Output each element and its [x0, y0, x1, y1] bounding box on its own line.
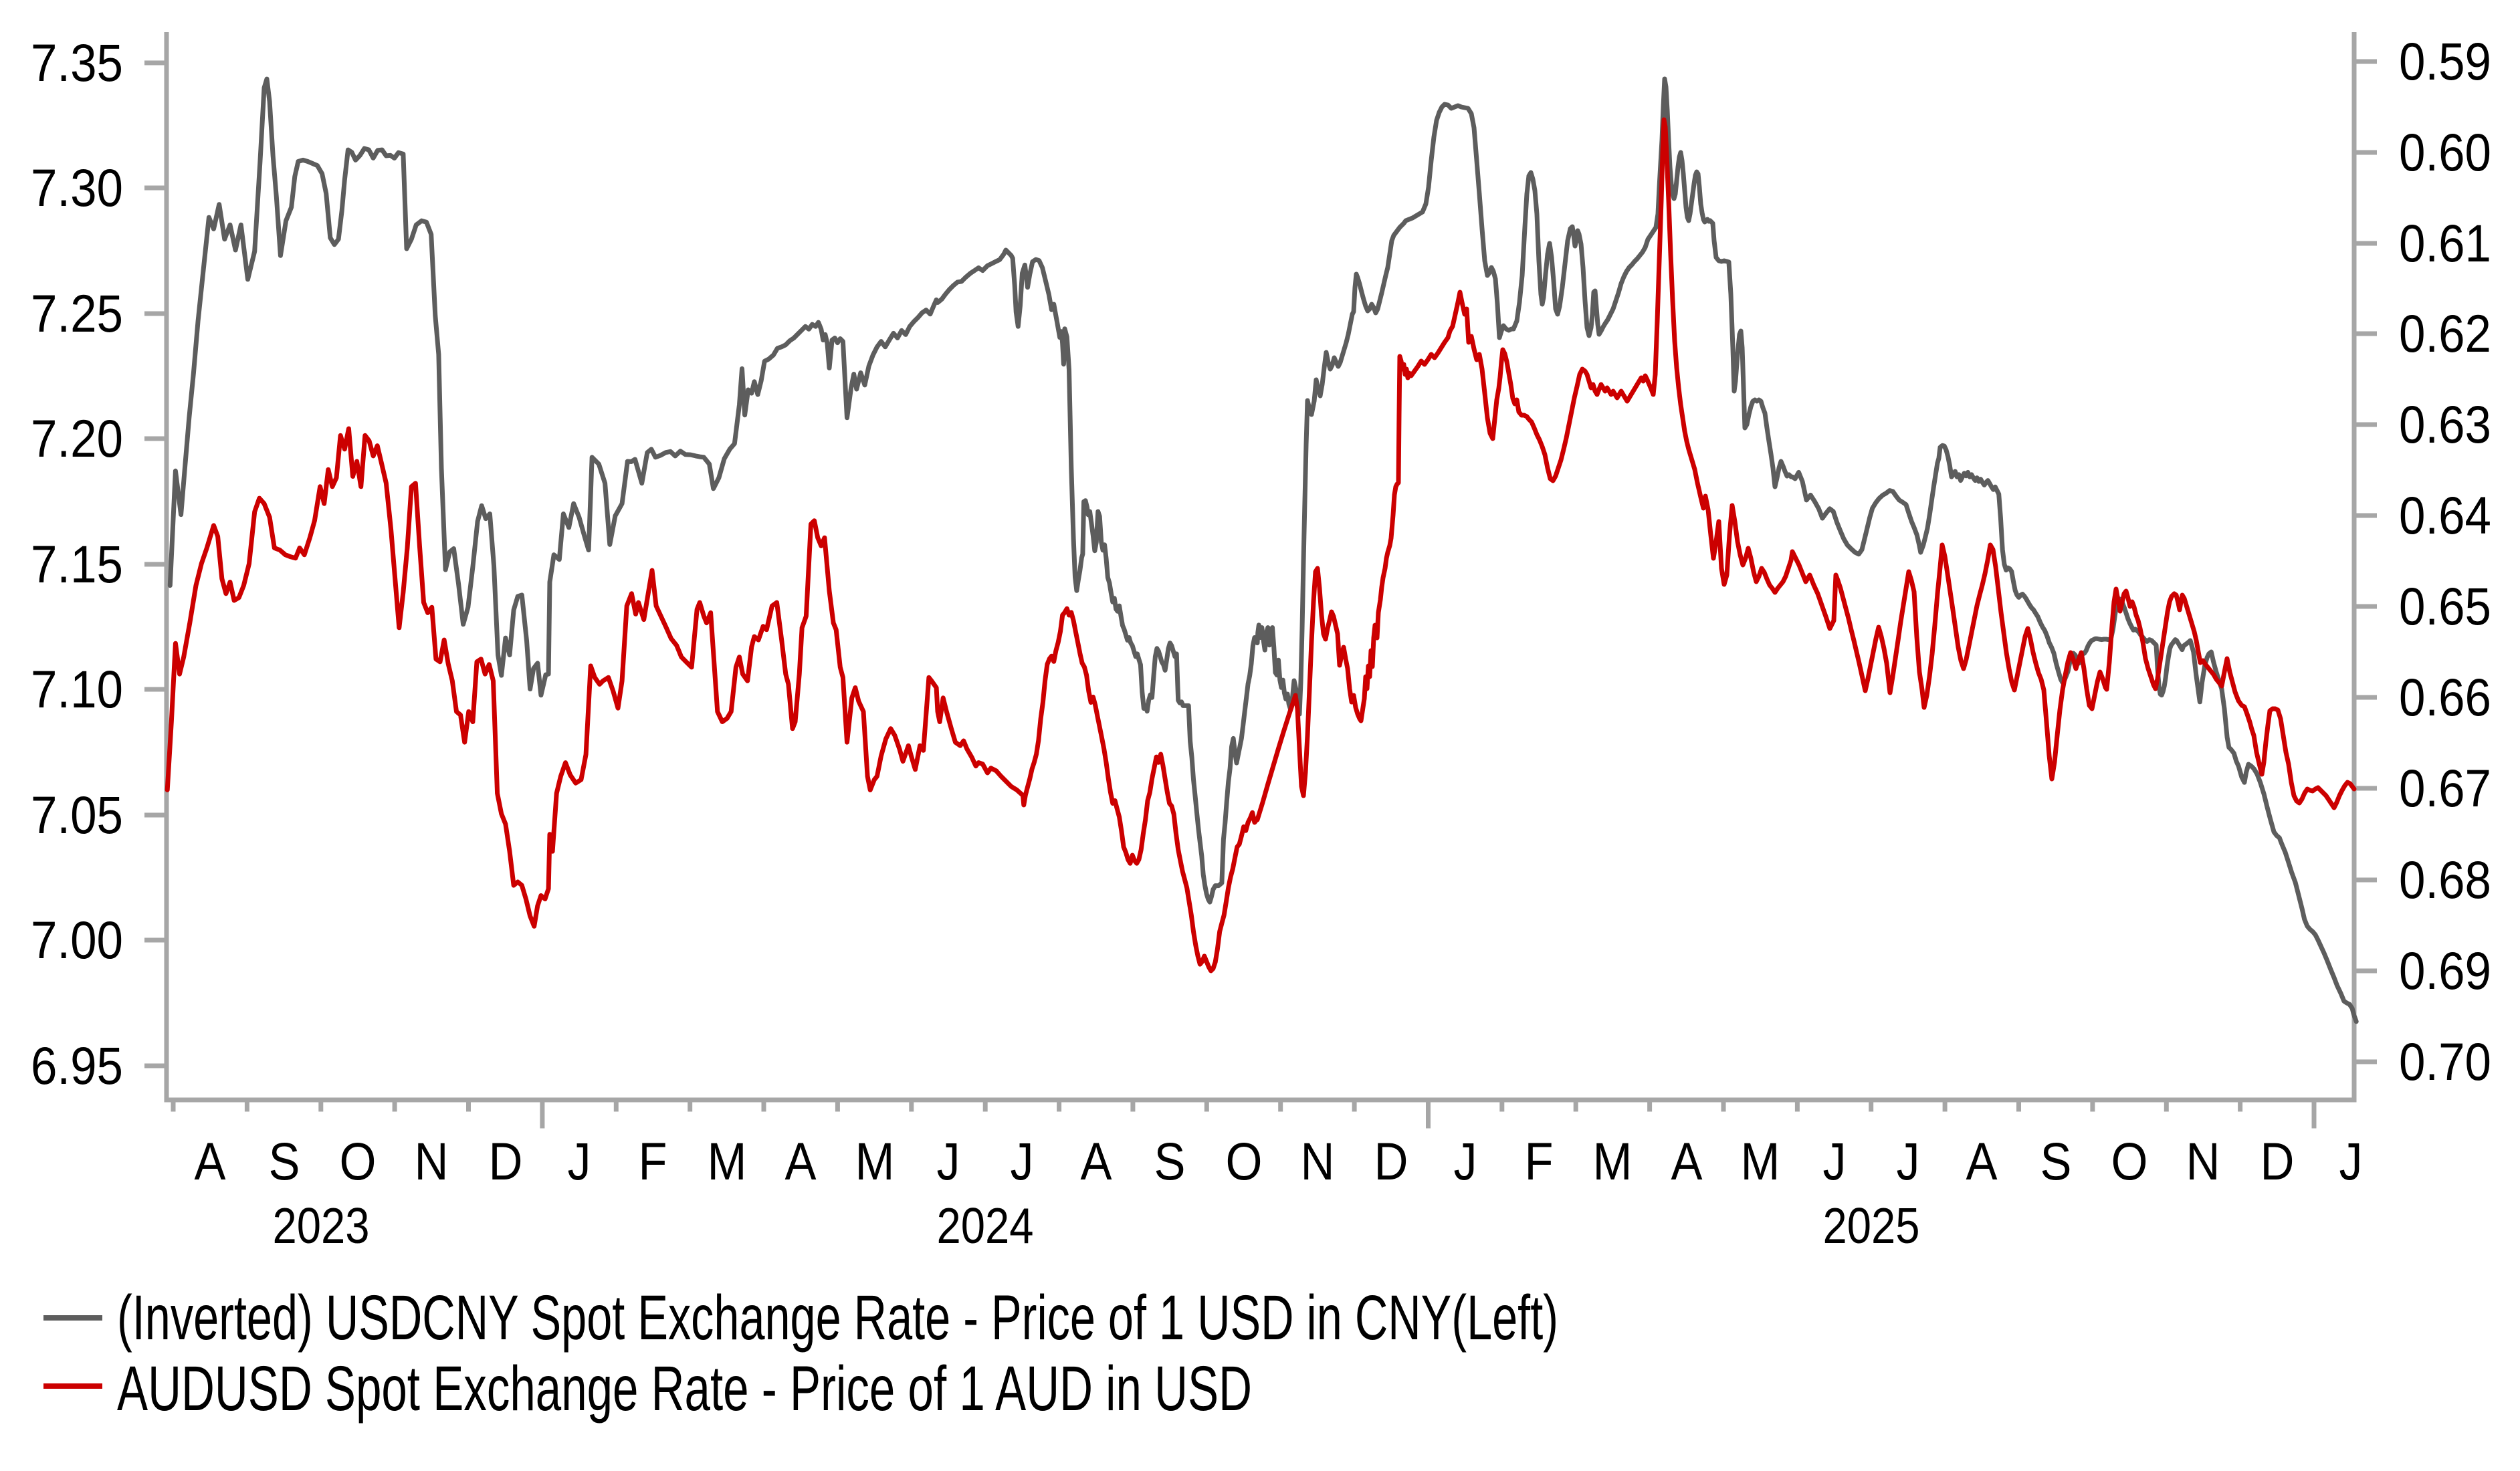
svg-text:7.20: 7.20 [31, 409, 123, 468]
svg-text:2023: 2023 [273, 1198, 370, 1254]
svg-text:O: O [2111, 1132, 2148, 1191]
svg-text:J: J [2339, 1132, 2363, 1191]
svg-text:0.65: 0.65 [2399, 577, 2491, 636]
svg-text:0.59: 0.59 [2399, 32, 2491, 91]
svg-text:0.66: 0.66 [2399, 668, 2491, 727]
svg-text:J: J [568, 1132, 591, 1191]
svg-text:7.10: 7.10 [31, 660, 123, 719]
svg-text:0.60: 0.60 [2399, 123, 2491, 182]
svg-text:0.67: 0.67 [2399, 759, 2491, 818]
svg-text:6.95: 6.95 [31, 1036, 123, 1095]
svg-text:M: M [1741, 1132, 1780, 1191]
svg-text:A: A [1966, 1132, 1998, 1191]
svg-text:A: A [195, 1132, 227, 1191]
svg-text:0.64: 0.64 [2399, 486, 2491, 545]
svg-text:7.35: 7.35 [31, 33, 123, 92]
svg-text:7.25: 7.25 [31, 284, 123, 343]
svg-text:D: D [1374, 1132, 1408, 1191]
svg-text:S: S [1154, 1132, 1186, 1191]
svg-text:7.05: 7.05 [31, 786, 123, 844]
svg-text:A: A [1081, 1132, 1113, 1191]
svg-text:7.00: 7.00 [31, 911, 123, 970]
svg-text:0.63: 0.63 [2399, 395, 2491, 454]
svg-text:M: M [855, 1132, 895, 1191]
svg-text:J: J [1011, 1132, 1034, 1191]
svg-text:F: F [639, 1132, 667, 1191]
svg-text:2024: 2024 [937, 1198, 1034, 1254]
svg-text:O: O [1226, 1132, 1263, 1191]
svg-text:D: D [489, 1132, 523, 1191]
svg-text:7.15: 7.15 [31, 535, 123, 594]
svg-text:D: D [2261, 1132, 2295, 1191]
svg-text:J: J [1454, 1132, 1477, 1191]
svg-text:M: M [708, 1132, 747, 1191]
svg-text:0.69: 0.69 [2399, 941, 2491, 1000]
svg-text:0.61: 0.61 [2399, 214, 2491, 273]
svg-text:S: S [269, 1132, 300, 1191]
svg-text:N: N [415, 1132, 449, 1191]
svg-text:A: A [785, 1132, 817, 1191]
svg-text:J: J [1823, 1132, 1847, 1191]
svg-text:J: J [1897, 1132, 1920, 1191]
svg-text:S: S [2040, 1132, 2072, 1191]
svg-text:2025: 2025 [1823, 1198, 1920, 1254]
svg-text:A: A [1671, 1132, 1703, 1191]
svg-text:0.62: 0.62 [2399, 304, 2491, 363]
svg-text:J: J [937, 1132, 960, 1191]
svg-text:AUDUSD Spot Exchange Rate - Pr: AUDUSD Spot Exchange Rate - Price of 1 A… [117, 1353, 1252, 1424]
svg-text:F: F [1525, 1132, 1554, 1191]
svg-text:M: M [1593, 1132, 1633, 1191]
svg-text:N: N [1301, 1132, 1335, 1191]
svg-text:0.68: 0.68 [2399, 851, 2491, 909]
svg-text:7.30: 7.30 [31, 158, 123, 217]
svg-text:(Inverted) USDCNY Spot Exchang: (Inverted) USDCNY Spot Exchange Rate - P… [117, 1282, 1558, 1353]
svg-text:0.70: 0.70 [2399, 1032, 2491, 1091]
svg-text:N: N [2186, 1132, 2220, 1191]
svg-text:O: O [340, 1132, 377, 1191]
